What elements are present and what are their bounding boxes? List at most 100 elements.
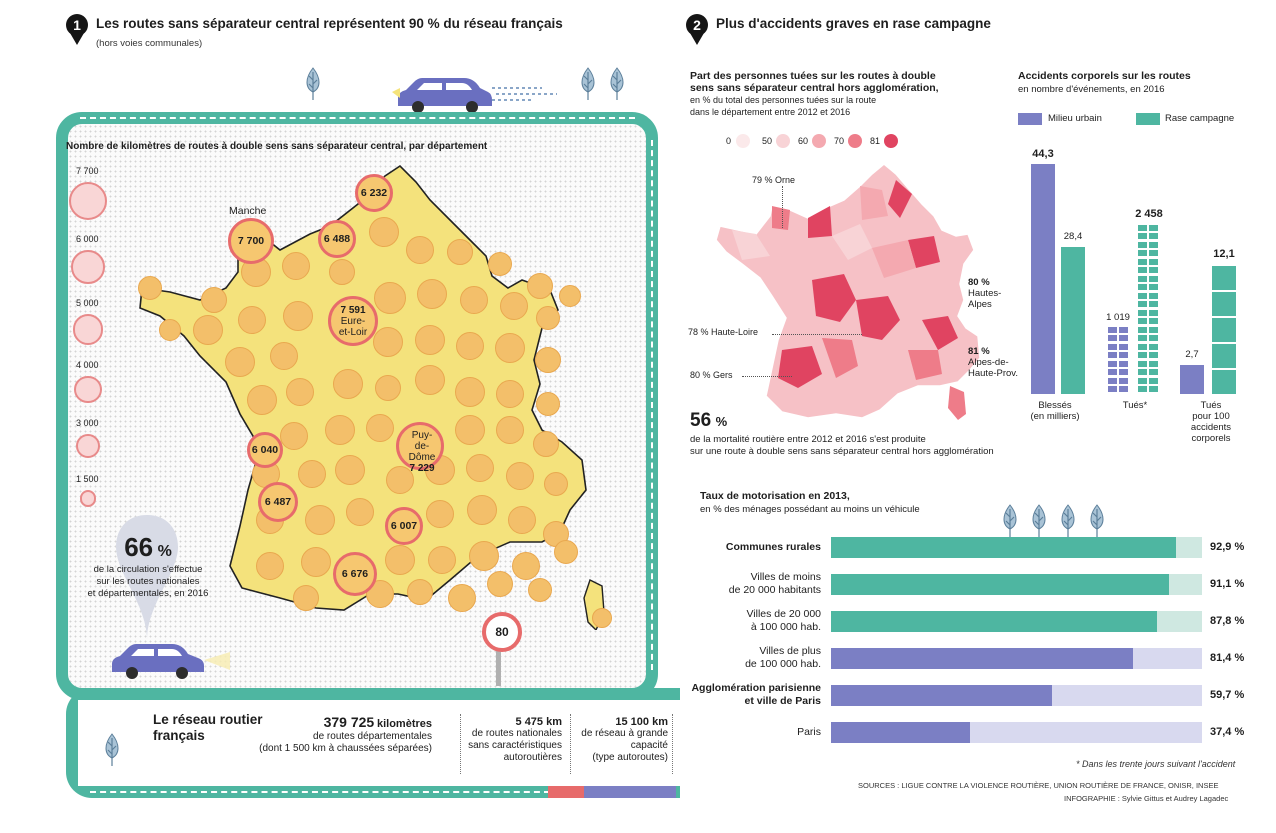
callout-manche-value: 7 700 xyxy=(237,235,265,247)
tree-icon xyxy=(105,733,119,766)
square-tues-rural xyxy=(1138,250,1147,256)
speed-sign-pole xyxy=(496,640,501,686)
footnote: * Dans les trente jours suivant l'accide… xyxy=(1076,759,1236,769)
square-tues-rural xyxy=(1138,309,1147,316)
map-bubble xyxy=(467,495,497,525)
map-bubble xyxy=(329,259,355,285)
callout-6488: 6 488 xyxy=(318,220,356,258)
callout-puy-de-dome xyxy=(396,422,444,470)
legend-rural-swatch xyxy=(1136,113,1160,125)
square-tues-rural xyxy=(1149,258,1158,265)
map-bubble xyxy=(298,460,326,488)
square-tues-urban xyxy=(1108,335,1117,341)
accidents-chart-header: Accidents corporels sur les routes en no… xyxy=(1018,70,1191,96)
moto-chart-header: Taux de motorisation en 2013, en % des m… xyxy=(700,490,920,516)
mortality-map-sub1: en % du total des personnes tuées sur la… xyxy=(690,95,877,105)
map-bubble xyxy=(447,239,473,265)
moto-row-label-line2: de 100 000 hab. xyxy=(745,658,821,670)
legend-circle xyxy=(76,434,100,458)
callout-6487: 6 487 xyxy=(258,482,298,522)
moto-bar-fill xyxy=(831,685,1053,706)
square-tues-rural xyxy=(1149,301,1158,307)
legend-rural-label: Rase campagne xyxy=(1165,113,1235,124)
square-tues-urban xyxy=(1119,326,1128,333)
mortality-map-header: Part des personnes tuées sur les routes … xyxy=(690,70,939,118)
map-bubble xyxy=(373,327,403,357)
legend-circle xyxy=(71,250,105,284)
map-bubble xyxy=(366,414,394,442)
map-bubble xyxy=(256,552,284,580)
callout-6676-value: 6 676 xyxy=(341,568,369,580)
square-tues-rural xyxy=(1149,233,1158,239)
map-bubble xyxy=(280,422,308,450)
tree-icon xyxy=(306,67,320,100)
square-tues-urban xyxy=(1119,335,1128,341)
callout-6040: 6 040 xyxy=(247,432,283,468)
square-tues-rural xyxy=(1149,326,1158,333)
map-bubble xyxy=(159,319,181,341)
square-tues-rural xyxy=(1138,386,1147,392)
acc-category-1: Blessés (en milliers) xyxy=(1020,400,1090,422)
moto-row-label-line2: et ville de Paris xyxy=(744,695,821,707)
annotation-orne-line xyxy=(782,186,783,228)
scale-swatch xyxy=(848,134,862,148)
map-bubble xyxy=(406,236,434,264)
square-tues-rural xyxy=(1138,360,1147,367)
map-bubble xyxy=(456,332,484,360)
scale-label: 0 xyxy=(726,136,732,146)
km3-text3: (type autoroutes) xyxy=(592,752,668,763)
callout-eure-name1: Eure- xyxy=(340,315,366,327)
acc-category-2: Tués* xyxy=(1122,400,1148,411)
acc-category-3: Tués pour 100 accidents corporels xyxy=(1176,400,1246,444)
mortality-stat-text2: sur une route à double sens sans séparat… xyxy=(690,446,994,457)
section1-subtitle: (hors voies communales) xyxy=(96,38,203,49)
map-bubble xyxy=(407,579,433,605)
callout-manche-name: Manche xyxy=(229,205,267,217)
tree-icon xyxy=(1061,504,1075,537)
square-tues-urban xyxy=(1108,352,1117,358)
legend-circle xyxy=(72,314,104,345)
km3-text1: de réseau à grande xyxy=(581,728,668,739)
square-tues-rural xyxy=(1149,360,1158,367)
callout-eure-et-loir: 7 591 Eure- et-Loir xyxy=(328,296,378,346)
credits: INFOGRAPHIE : Sylvie Gittus et Audrey La… xyxy=(1064,794,1229,803)
map-bubble xyxy=(415,325,445,355)
callout-6676: 6 676 xyxy=(333,552,377,596)
moto-row-label-line2: de 20 000 habitants xyxy=(728,584,821,596)
map-bubble xyxy=(374,282,406,314)
map-bubble xyxy=(528,578,552,602)
legend-label: 7 700 xyxy=(76,166,99,176)
road-marking-right xyxy=(651,140,653,670)
map-bubble xyxy=(536,392,560,416)
annotation-ha-value: 80 % xyxy=(968,277,990,288)
callout-6007-value: 6 007 xyxy=(390,520,418,532)
square-tues-rural xyxy=(1138,369,1147,375)
tree-icon xyxy=(1003,504,1017,537)
square-tues-rural xyxy=(1138,292,1147,299)
square-tues-rural xyxy=(1149,343,1158,350)
map-bubble xyxy=(592,608,612,628)
moto-row-label: Agglomération parisienne et ville de Pari… xyxy=(671,682,821,708)
map-bubble xyxy=(282,252,310,280)
square-tues-urban xyxy=(1108,326,1117,333)
legend-label: 3 000 xyxy=(76,418,99,428)
square-tues-rural xyxy=(1149,224,1158,231)
section1-number: 1 xyxy=(66,14,88,36)
square-tues-urban xyxy=(1119,343,1128,350)
moto-chart-title: Taux de motorisation en 2013, xyxy=(700,490,850,502)
car-icon xyxy=(392,78,557,113)
moto-row-value: 59,7 % xyxy=(1210,689,1245,701)
annotation-ahp: 81 % Alpes-de- Haute-Prov. xyxy=(968,346,1018,379)
mortality-stat: 56 % xyxy=(690,410,727,432)
square-tues-rural xyxy=(1138,284,1147,290)
square-tues-rural xyxy=(1149,250,1158,256)
network-km1: 379 725 kilomètres de routes département… xyxy=(240,715,432,755)
square-tues-rural xyxy=(1149,275,1158,282)
bar-rate-rural-segment xyxy=(1212,266,1236,290)
bar-rate-urban xyxy=(1180,364,1204,394)
square-tues-urban xyxy=(1108,377,1117,384)
map-bubble xyxy=(460,286,488,314)
network-title-line2: français xyxy=(153,728,205,743)
map-bubble xyxy=(385,545,415,575)
map-bubble xyxy=(428,546,456,574)
